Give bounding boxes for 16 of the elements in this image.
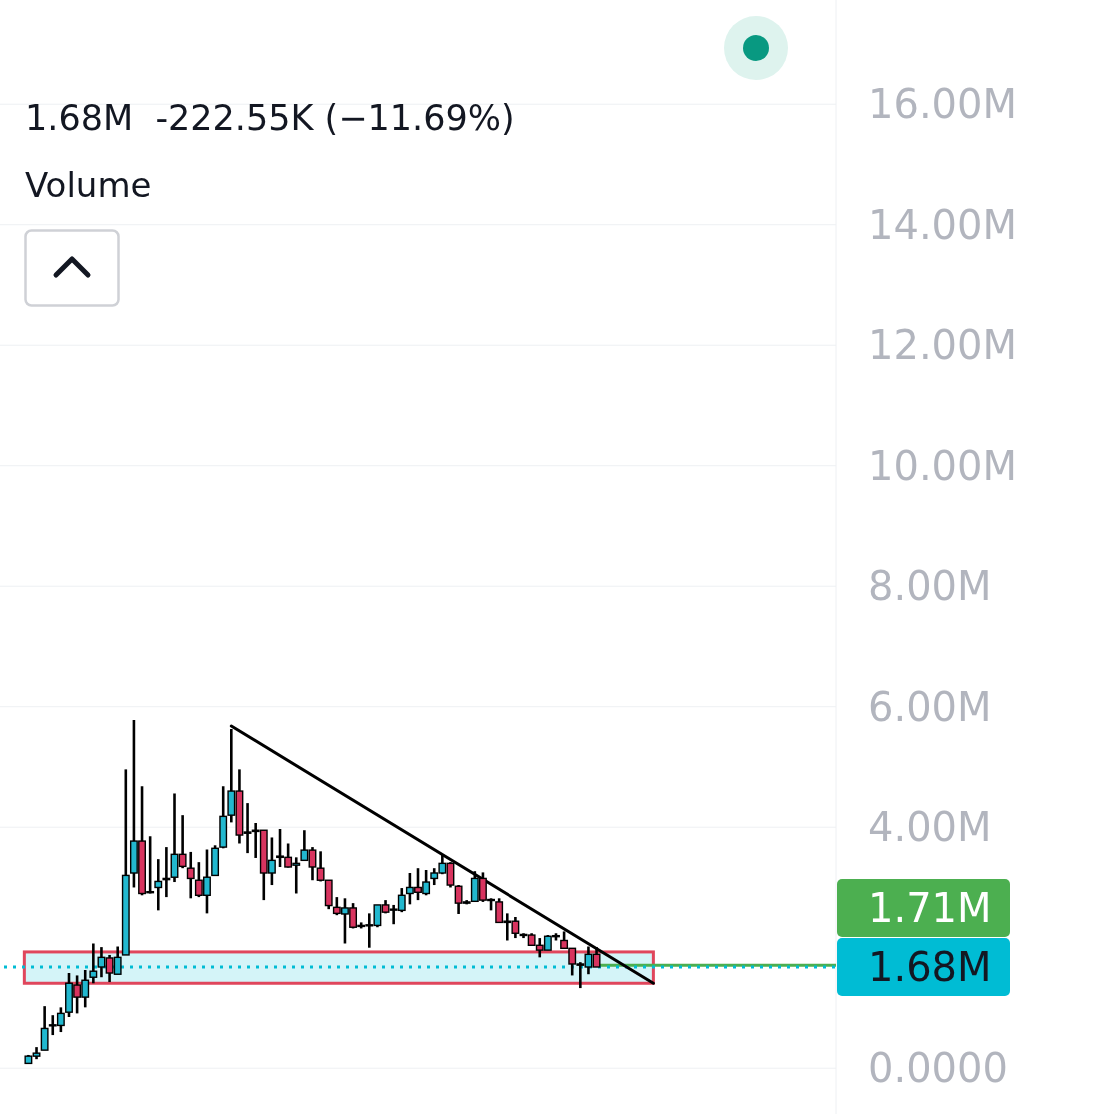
candlestick [154,857,163,912]
y-tick-label: 4.00M [868,804,992,851]
ref-line-label: 1.71M [868,884,992,931]
candlestick [89,942,98,985]
y-tick-label: 14.00M [868,201,1018,248]
candlestick [186,850,195,900]
candlestick [40,1004,49,1052]
y-tick-label: 8.00M [868,563,992,610]
y-tick-label: 0.0000 [868,1045,1008,1092]
y-tick-label: 6.00M [868,683,992,730]
ref-line-label: 1.68M [868,943,992,990]
y-tick-label: 16.00M [868,81,1018,128]
y-tick-label: 12.00M [868,322,1018,369]
text: 1.68M -222.55K (−11.69%) [25,98,515,138]
annotation: Volume [25,165,152,205]
y-tick-label: 10.00M [868,442,1018,489]
